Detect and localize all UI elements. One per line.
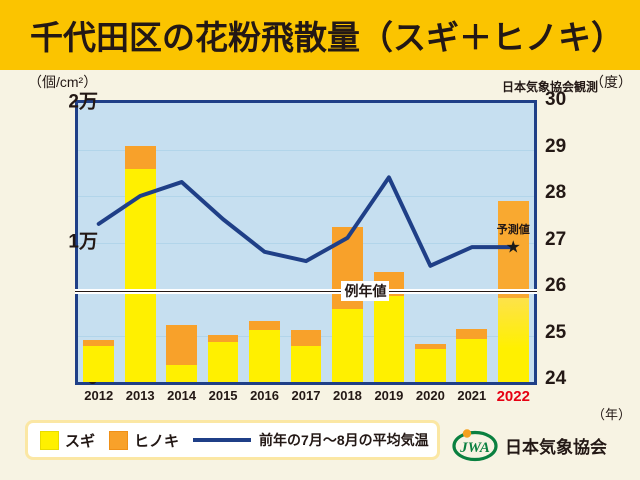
chart-canvas: 例年値 ★ 予測値 bbox=[75, 103, 537, 382]
bar-2013 bbox=[124, 146, 156, 382]
jwa-logo: JWA 日本気象協会 bbox=[452, 428, 607, 462]
legend-swatch-temperature-line bbox=[193, 438, 252, 442]
bar-2016 bbox=[249, 320, 280, 382]
x-axis-tick-2012: 2012 bbox=[84, 388, 114, 403]
bar-segment-hinoki bbox=[290, 330, 322, 346]
forecast-star-icon: ★ bbox=[505, 237, 521, 257]
x-axis-tick-2014: 2014 bbox=[167, 388, 197, 403]
jwa-logo-icon: JWA bbox=[452, 429, 498, 462]
page-title: 千代田区の花粉飛散量（スギ＋ヒノキ） bbox=[30, 19, 624, 56]
bar-segment-hinoki bbox=[83, 340, 115, 346]
bar-2014 bbox=[166, 324, 197, 382]
bar-segment-sugi bbox=[415, 348, 446, 382]
bar-segment-sugi bbox=[456, 338, 488, 382]
bar-segment-sugi bbox=[373, 295, 405, 382]
bar-segment-sugi bbox=[332, 309, 363, 382]
x-axis-tick-2013: 2013 bbox=[125, 388, 155, 403]
y2-axis-tick-27: 27 bbox=[545, 228, 567, 250]
legend-label-hinoki: ヒノキ bbox=[134, 432, 180, 450]
y-axis-tick-1万: 1万 bbox=[68, 231, 98, 252]
bar-segment-hinoki bbox=[166, 324, 197, 366]
bar-segment-sugi bbox=[290, 345, 322, 382]
source-note: 日本気象協会観測 bbox=[501, 80, 598, 94]
normal-value-label: 例年値 bbox=[341, 281, 390, 302]
x-axis-unit: （年） bbox=[592, 407, 632, 422]
y2-axis-tick-24: 24 bbox=[545, 368, 567, 389]
x-axis-tick-2015: 2015 bbox=[208, 388, 238, 403]
chart-plot-area: 例年値 ★ 予測値 bbox=[75, 100, 537, 385]
x-axis-tick-2019: 2019 bbox=[374, 388, 404, 403]
bar-2020 bbox=[415, 344, 446, 382]
y2-axis-tick-25: 25 bbox=[545, 321, 567, 343]
legend-swatch-sugi bbox=[40, 430, 59, 450]
normal-value-line bbox=[75, 289, 537, 295]
forecast-label: 予測値 bbox=[496, 224, 530, 237]
bar-segment-sugi bbox=[497, 298, 529, 382]
gridline bbox=[78, 149, 534, 151]
x-axis-tick-2018: 2018 bbox=[332, 388, 362, 403]
x-axis-tick-2021: 2021 bbox=[457, 388, 487, 403]
y2-axis-tick-28: 28 bbox=[545, 182, 567, 203]
legend-swatch-hinoki bbox=[109, 430, 129, 450]
bar-segment-hinoki bbox=[456, 329, 488, 339]
y2-axis-tick-30: 30 bbox=[545, 89, 567, 110]
bar-2021 bbox=[456, 329, 488, 382]
y-axis-tick-2万: 2万 bbox=[68, 91, 98, 113]
title-banner: 千代田区の花粉飛散量（スギ＋ヒノキ） bbox=[0, 0, 640, 70]
x-axis-tick-2022: 2022 bbox=[496, 388, 530, 405]
bar-segment-hinoki bbox=[249, 320, 280, 331]
bar-2018 bbox=[332, 227, 363, 382]
chart-legend: スギ ヒノキ 前年の7月〜8月の平均気温 bbox=[25, 420, 440, 460]
jwa-logo-name: 日本気象協会 bbox=[505, 437, 607, 457]
bar-segment-hinoki bbox=[415, 344, 446, 349]
left-axis-unit: （個/cm²） bbox=[28, 74, 98, 90]
legend-label-sugi: スギ bbox=[65, 432, 96, 450]
bar-segment-sugi bbox=[124, 168, 156, 382]
bar-2015 bbox=[207, 334, 239, 382]
bar-segment-sugi bbox=[83, 345, 115, 382]
bar-segment-sugi bbox=[166, 365, 197, 382]
svg-text:JWA: JWA bbox=[459, 440, 490, 456]
x-axis-tick-2016: 2016 bbox=[250, 388, 279, 403]
right-axis-unit: （度） bbox=[590, 74, 632, 90]
y2-axis-tick-29: 29 bbox=[545, 135, 567, 157]
bar-segment-sugi bbox=[249, 330, 280, 382]
bar-2017 bbox=[290, 330, 322, 382]
legend-label-temperature: 前年の7月〜8月の平均気温 bbox=[259, 432, 429, 448]
bar-2012 bbox=[83, 340, 115, 382]
bar-segment-hinoki bbox=[207, 334, 239, 342]
bar-segment-sugi bbox=[207, 341, 239, 382]
bar-segment-hinoki bbox=[124, 146, 156, 169]
x-axis-tick-2017: 2017 bbox=[291, 388, 321, 403]
x-axis-tick-2020: 2020 bbox=[415, 388, 445, 403]
y2-axis-tick-26: 26 bbox=[545, 275, 567, 296]
